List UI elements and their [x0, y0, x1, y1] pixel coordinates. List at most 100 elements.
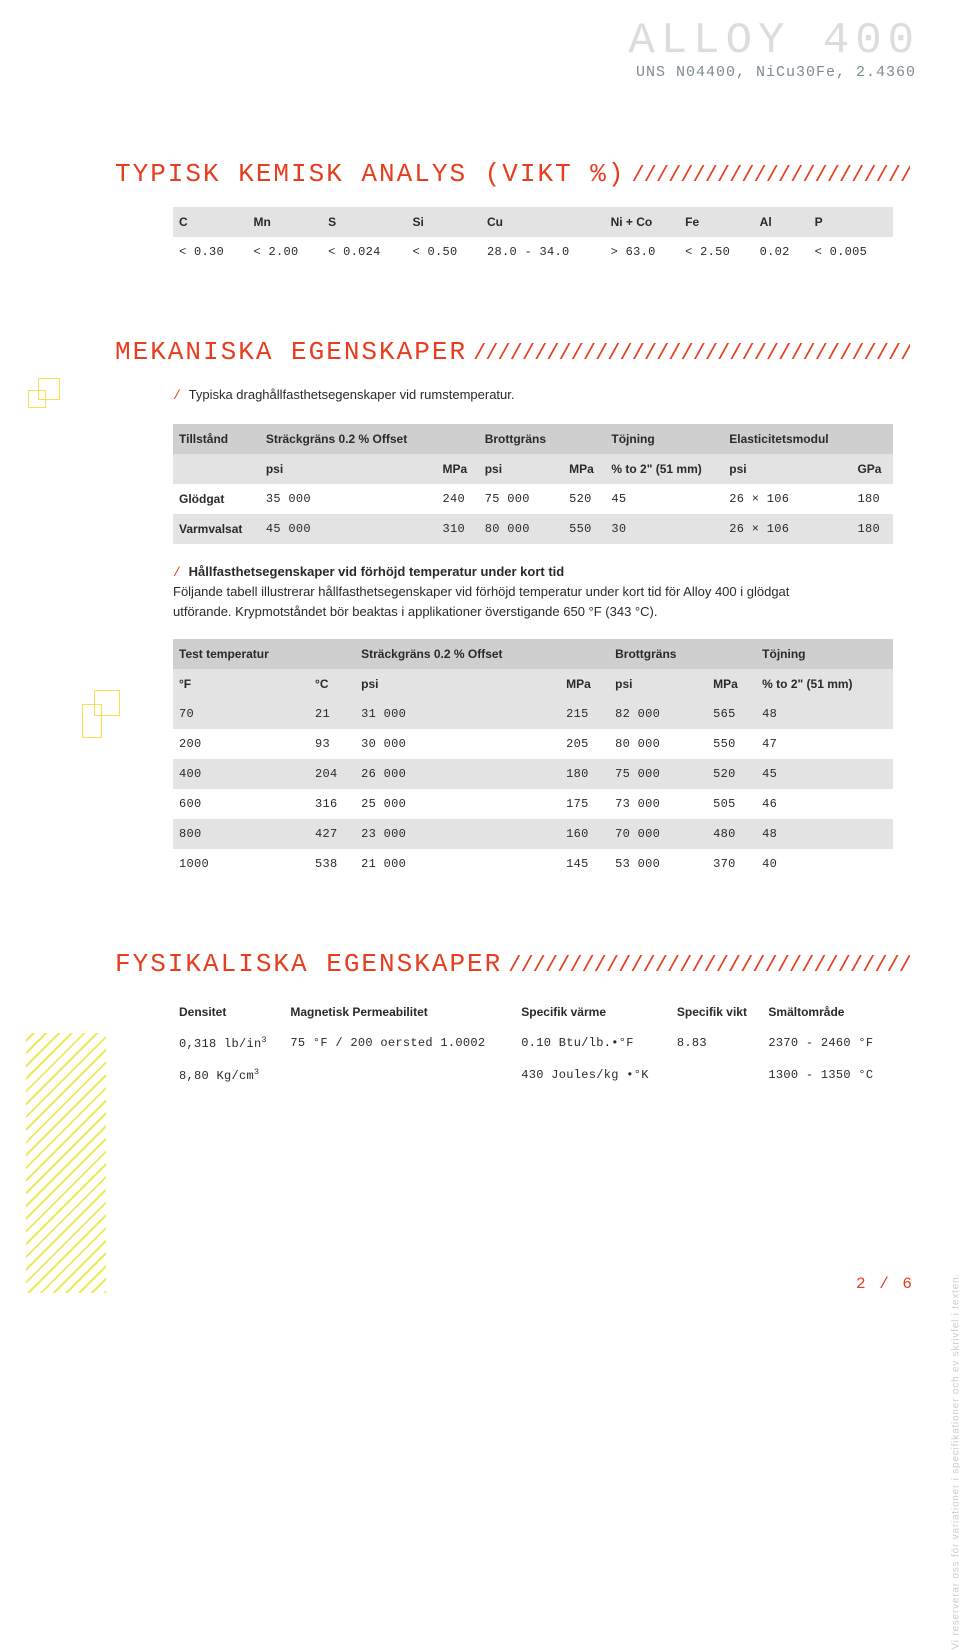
- mech2-cell: 45: [756, 759, 893, 789]
- phys-cell: [284, 1059, 515, 1091]
- chem-col: Fe: [679, 207, 754, 237]
- mech2-h1: [707, 639, 756, 669]
- mech2-cell: 73 000: [609, 789, 707, 819]
- section-chem-heading: TYPISK KEMISK ANALYS (VIKT %) //////////…: [115, 159, 910, 189]
- mech2-cell: 480: [707, 819, 756, 849]
- mech2-cell: 520: [707, 759, 756, 789]
- mech1-cell: 180: [851, 514, 893, 544]
- mech2-cell: 145: [560, 849, 609, 879]
- mech1-cell: 80 000: [479, 514, 563, 544]
- phys-cell: 0,318 lb/in3: [173, 1027, 284, 1059]
- mech1-h2: [173, 454, 260, 484]
- section-mech-title: MEKANISKA EGENSKAPER: [115, 337, 467, 367]
- chem-val: < 0.30: [173, 237, 248, 267]
- hatch-pattern: [26, 1033, 106, 1293]
- mech2-cell: 21: [309, 699, 355, 729]
- phys-cell: 8,80 Kg/cm3: [173, 1059, 284, 1091]
- heading-slashes: ///////////////////////////////////////: [631, 163, 910, 188]
- phys-cell: 2370 - 2460 °F: [762, 1027, 893, 1059]
- phys-col: Specifik värme: [515, 997, 671, 1027]
- phys-cell: 1300 - 1350 °C: [762, 1059, 893, 1091]
- mech1-h1: Brottgräns: [479, 424, 563, 454]
- mech2-h2: MPa: [560, 669, 609, 699]
- phys-cell: 75 °F / 200 oersted 1.0002: [284, 1027, 515, 1059]
- chem-table: CMnSSiCuNi + CoFeAlP < 0.30< 2.00< 0.024…: [173, 207, 893, 267]
- mech2-h2: psi: [609, 669, 707, 699]
- phys-cell: 8.83: [671, 1027, 763, 1059]
- chem-val: < 2.50: [679, 237, 754, 267]
- mech2-h2: % to 2" (51 mm): [756, 669, 893, 699]
- mech2-cell: 47: [756, 729, 893, 759]
- mech1-h1: Sträckgräns 0.2 % Offset: [260, 424, 437, 454]
- mech-note-2: / Hållfasthetsegenskaper vid förhöjd tem…: [173, 562, 833, 622]
- mech1-h2: psi: [260, 454, 437, 484]
- mech2-cell: 26 000: [355, 759, 560, 789]
- mech2-cell: 160: [560, 819, 609, 849]
- mech2-h1: Brottgräns: [609, 639, 707, 669]
- section-mech-heading: MEKANISKA EGENSKAPER ///////////////////…: [115, 337, 910, 367]
- mech2-h1: [560, 639, 609, 669]
- mech2-h2: °C: [309, 669, 355, 699]
- alloy-title: ALLOY 400: [115, 16, 920, 66]
- page-number: 2 / 6: [856, 1275, 914, 1293]
- mech2-cell: 600: [173, 789, 309, 819]
- chem-val: 28.0 - 34.0: [481, 237, 605, 267]
- mech1-h2: MPa: [436, 454, 478, 484]
- mech2-cell: 75 000: [609, 759, 707, 789]
- chem-col: Al: [754, 207, 809, 237]
- mech2-cell: 427: [309, 819, 355, 849]
- phys-cell: 430 Joules/kg •°K: [515, 1059, 671, 1091]
- section-phys-title: FYSIKALISKA EGENSKAPER: [115, 949, 502, 979]
- mech-table-2: Test temperaturSträckgräns 0.2 % OffsetB…: [173, 639, 893, 879]
- phys-col: Densitet: [173, 997, 284, 1027]
- mech2-h1: Töjning: [756, 639, 893, 669]
- mech-note-1: / Typiska draghållfasthetsegenskaper vid…: [173, 385, 833, 406]
- mech1-cell: 550: [563, 514, 605, 544]
- mech1-cell: 310: [436, 514, 478, 544]
- mech2-cell: 46: [756, 789, 893, 819]
- phys-cell: [671, 1059, 763, 1091]
- heading-slashes: ////////////////////////////////////////…: [508, 953, 910, 978]
- chem-col: C: [173, 207, 248, 237]
- mech2-cell: 82 000: [609, 699, 707, 729]
- mech2-cell: 93: [309, 729, 355, 759]
- mech2-h2: psi: [355, 669, 560, 699]
- mech1-cell: 240: [436, 484, 478, 514]
- mech1-h2: % to 2" (51 mm): [605, 454, 723, 484]
- mech2-cell: 200: [173, 729, 309, 759]
- mech2-h2: MPa: [707, 669, 756, 699]
- mech2-cell: 48: [756, 699, 893, 729]
- chem-val: < 2.00: [248, 237, 323, 267]
- mech2-cell: 21 000: [355, 849, 560, 879]
- mech2-cell: 215: [560, 699, 609, 729]
- mech1-h2: psi: [723, 454, 851, 484]
- mech2-cell: 30 000: [355, 729, 560, 759]
- chem-val: < 0.50: [406, 237, 481, 267]
- mech1-cell: 26 × 106: [723, 514, 851, 544]
- alloy-subtitle: UNS N04400, NiCu30Fe, 2.4360: [115, 64, 916, 81]
- mech2-cell: 565: [707, 699, 756, 729]
- mech2-cell: 316: [309, 789, 355, 819]
- mech1-h2: psi: [479, 454, 563, 484]
- heading-slashes: ////////////////////////////////////////…: [473, 341, 910, 366]
- side-disclaimer: Vi reserverar oss för variationer i spec…: [951, 1273, 960, 1650]
- mech1-h1: Töjning: [605, 424, 723, 454]
- section-phys-heading: FYSIKALISKA EGENSKAPER /////////////////…: [115, 949, 910, 979]
- mech2-cell: 204: [309, 759, 355, 789]
- mech1-cell: Glödgat: [173, 484, 260, 514]
- mech2-cell: 180: [560, 759, 609, 789]
- mech2-cell: 505: [707, 789, 756, 819]
- mech1-h2: GPa: [851, 454, 893, 484]
- mech2-cell: 370: [707, 849, 756, 879]
- mech2-cell: 40: [756, 849, 893, 879]
- mech2-cell: 31 000: [355, 699, 560, 729]
- phys-cell: 0.10 Btu/lb.•°F: [515, 1027, 671, 1059]
- mech2-cell: 48: [756, 819, 893, 849]
- mech1-cell: 35 000: [260, 484, 437, 514]
- mech1-cell: 45: [605, 484, 723, 514]
- mech1-h1: Elasticitetsmodul: [723, 424, 851, 454]
- mech2-cell: 800: [173, 819, 309, 849]
- mech1-cell: 30: [605, 514, 723, 544]
- mech2-cell: 70 000: [609, 819, 707, 849]
- mech1-cell: 180: [851, 484, 893, 514]
